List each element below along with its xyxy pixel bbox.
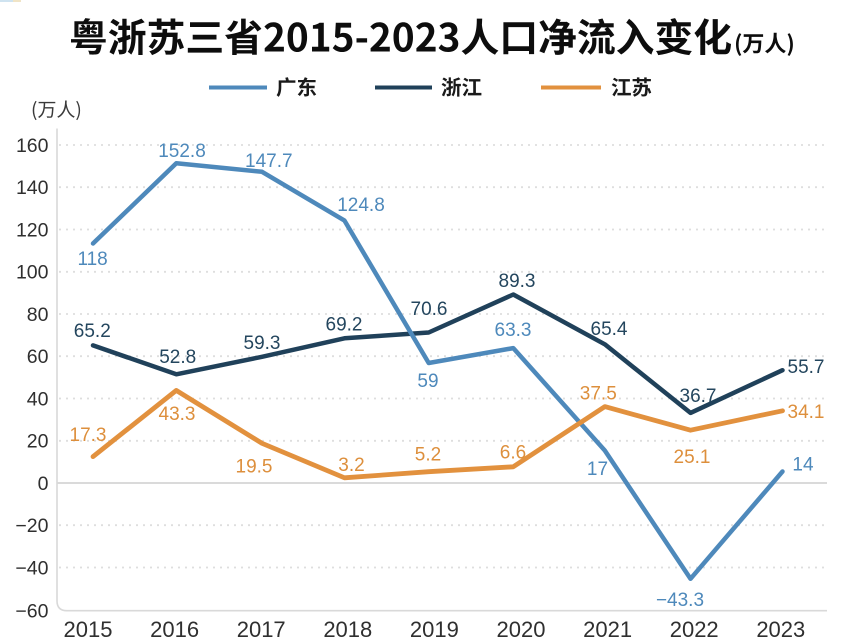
svg-text:59: 59	[417, 371, 438, 392]
svg-text:5.2: 5.2	[415, 444, 441, 465]
svg-text:20: 20	[27, 431, 49, 453]
svg-text:19.5: 19.5	[236, 456, 273, 477]
svg-text:70.6: 70.6	[411, 299, 448, 320]
svg-text:100: 100	[16, 262, 49, 284]
svg-text:59.3: 59.3	[244, 333, 281, 354]
svg-text:160: 160	[16, 135, 49, 157]
svg-text:34.1: 34.1	[788, 402, 825, 423]
svg-text:2016: 2016	[150, 617, 199, 642]
svg-text:65.4: 65.4	[591, 319, 628, 340]
svg-text:25.1: 25.1	[674, 447, 711, 468]
svg-text:17: 17	[587, 459, 608, 480]
svg-text:120: 120	[16, 219, 49, 241]
svg-text:69.2: 69.2	[326, 314, 363, 335]
svg-text:−40: −40	[15, 557, 48, 579]
svg-text:118: 118	[77, 249, 107, 270]
svg-text:−60: −60	[15, 601, 48, 623]
svg-text:124.8: 124.8	[337, 195, 385, 216]
svg-text:2022: 2022	[670, 617, 719, 642]
svg-text:63.3: 63.3	[495, 320, 532, 341]
svg-text:80: 80	[27, 304, 49, 326]
svg-text:2018: 2018	[323, 617, 372, 642]
svg-text:140: 140	[16, 177, 49, 199]
svg-text:40: 40	[27, 388, 49, 410]
svg-text:2017: 2017	[237, 617, 286, 642]
svg-text:89.3: 89.3	[499, 271, 536, 292]
svg-text:14: 14	[792, 454, 814, 475]
svg-text:17.3: 17.3	[70, 425, 107, 446]
svg-text:36.7: 36.7	[680, 386, 717, 407]
svg-text:0: 0	[38, 473, 49, 495]
svg-text:147.7: 147.7	[245, 151, 293, 172]
svg-text:2020: 2020	[497, 617, 546, 642]
svg-text:−20: −20	[15, 515, 48, 537]
svg-text:2021: 2021	[583, 617, 632, 642]
svg-text:−43.3: −43.3	[656, 590, 704, 611]
svg-text:55.7: 55.7	[788, 357, 825, 378]
svg-text:2023: 2023	[756, 617, 805, 642]
svg-text:2019: 2019	[410, 617, 459, 642]
svg-text:52.8: 52.8	[159, 347, 196, 368]
svg-text:152.8: 152.8	[158, 141, 206, 162]
svg-text:2015: 2015	[64, 617, 113, 642]
svg-text:37.5: 37.5	[580, 384, 617, 405]
svg-text:60: 60	[27, 346, 49, 368]
svg-text:65.2: 65.2	[74, 321, 111, 342]
svg-text:6.6: 6.6	[500, 442, 526, 463]
svg-text:43.3: 43.3	[159, 404, 196, 425]
svg-text:3.2: 3.2	[338, 455, 364, 476]
